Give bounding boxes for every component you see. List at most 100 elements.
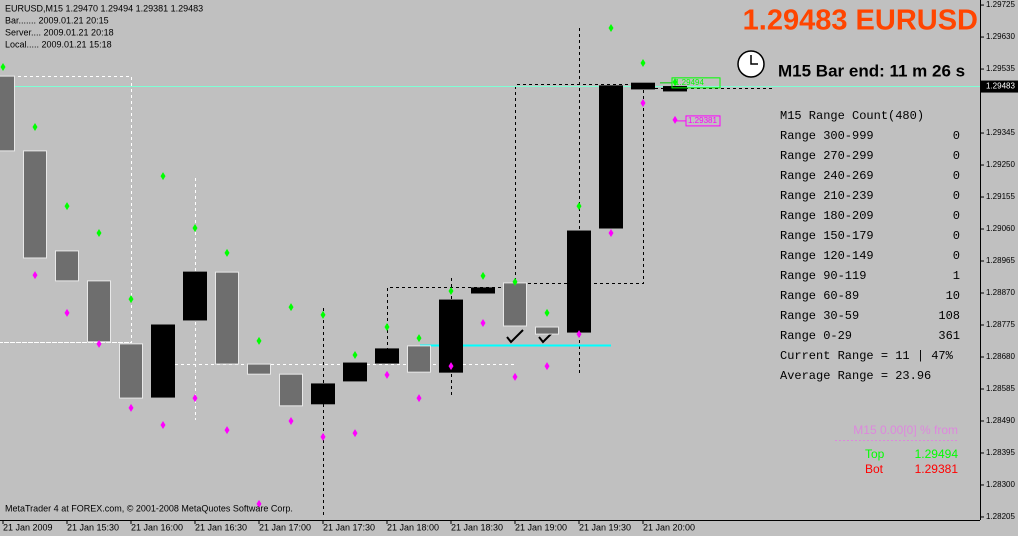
- bot-price-tag: 1.29381: [688, 116, 717, 125]
- up-marker: [640, 58, 646, 67]
- bear-candle: [279, 373, 303, 407]
- up-marker: [448, 286, 454, 295]
- bull-candle: [439, 299, 463, 373]
- bear-candle: [535, 326, 559, 335]
- up-marker: [672, 78, 678, 87]
- x-tick-label: 21 Jan 20:00: [643, 522, 695, 532]
- range-row-count: 10: [946, 289, 960, 303]
- bull-candle: [567, 230, 591, 333]
- bull-candle: [663, 86, 687, 92]
- down-marker: [608, 229, 614, 238]
- y-tick-label: 1.29725: [986, 0, 1015, 9]
- y-tick-label: 1.29630: [986, 32, 1015, 41]
- bar-end-timer: M15 Bar end: 11 m 26 s: [778, 61, 965, 80]
- y-tick-label: 1.28395: [986, 448, 1015, 457]
- x-tick-label: 21 Jan 19:30: [579, 522, 631, 532]
- up-marker: [160, 172, 166, 181]
- range-row-label: Range 120-149: [780, 249, 874, 263]
- range-panel: M15 Range Count(480) Current Range = 11 …: [780, 109, 960, 383]
- bear-candle: [503, 282, 527, 327]
- clock-icon: [737, 50, 765, 78]
- bull-candle: [343, 362, 367, 382]
- range-box: [387, 84, 644, 363]
- up-marker: [64, 202, 70, 211]
- bear-candle: [23, 150, 47, 259]
- down-marker: [256, 499, 262, 508]
- range-row-label: Range 90-119: [780, 269, 866, 283]
- down-marker: [384, 370, 390, 379]
- down-marker: [672, 115, 678, 124]
- bull-candle: [183, 271, 207, 321]
- down-marker: [544, 362, 550, 371]
- down-marker: [416, 394, 422, 403]
- x-tick-label: 21 Jan 19:00: [515, 522, 567, 532]
- footer: MetaTrader 4 at FOREX.com, © 2001-2008 M…: [5, 503, 293, 513]
- y-tick-label: 1.28205: [986, 512, 1015, 521]
- black-lines: [323, 28, 772, 515]
- price-title: 1.29483 EURUSD: [743, 5, 978, 37]
- top-label: Top: [865, 447, 885, 461]
- info-line: Local..... 2009.01.21 15:18: [5, 39, 112, 49]
- bot-label: Bot: [865, 462, 884, 476]
- down-marker: [640, 99, 646, 108]
- white-box: [0, 76, 132, 343]
- range-row-label: Range 240-269: [780, 169, 874, 183]
- up-marker: [128, 295, 134, 304]
- x-tick-label: 21 Jan 18:30: [451, 522, 503, 532]
- range-row-label: Range 270-299: [780, 149, 874, 163]
- y-tick-label: 1.28585: [986, 384, 1015, 393]
- up-marker: [0, 63, 6, 72]
- down-marker: [352, 429, 358, 438]
- range-row-count: 0: [953, 129, 960, 143]
- range-row-count: 361: [938, 329, 960, 343]
- down-marker: [320, 432, 326, 441]
- up-marker: [384, 323, 390, 332]
- info-line: Bar....... 2009.01.21 20:15: [5, 15, 109, 25]
- x-tick-label: 21 Jan 17:30: [323, 522, 375, 532]
- panel-title: M15 Range Count(480): [780, 109, 924, 123]
- x-tick-label: 21 Jan 2009: [3, 522, 53, 532]
- bull-candle: [151, 324, 175, 398]
- range-row-count: 0: [953, 209, 960, 223]
- down-marker: [448, 362, 454, 371]
- x-tick-label: 21 Jan 18:00: [387, 522, 439, 532]
- y-tick-label: 1.29155: [986, 192, 1015, 201]
- bear-candle: [247, 363, 271, 375]
- down-marker: [224, 426, 230, 435]
- top-price-box: [671, 77, 721, 89]
- down-marker: [128, 403, 134, 412]
- y-tick-label: 1.28870: [986, 288, 1015, 297]
- up-marker: [608, 23, 614, 32]
- bear-candle: [0, 75, 15, 152]
- info-line: Server.... 2009.01.21 20:18: [5, 27, 114, 37]
- top-value: 1.29494: [915, 447, 959, 461]
- top-price-tag: 1.29494: [675, 78, 704, 87]
- range-row-label: Range 210-239: [780, 189, 874, 203]
- average-range: Average Range = 23.96: [780, 369, 931, 383]
- range-row-count: 0: [953, 149, 960, 163]
- down-marker: [576, 330, 582, 339]
- down-marker: [512, 372, 518, 381]
- down-marker: [96, 339, 102, 348]
- y-tick-label: 1.29060: [986, 224, 1015, 233]
- bull-candle: [599, 85, 623, 229]
- current-price-box: [981, 80, 1018, 93]
- range-row-label: Range 300-999: [780, 129, 874, 143]
- y-tick-label: 1.28775: [986, 320, 1015, 329]
- range-row-count: 0: [953, 169, 960, 183]
- check: [506, 329, 524, 344]
- up-marker: [256, 336, 262, 345]
- up-marker: [32, 122, 38, 131]
- down-marker: [192, 394, 198, 403]
- bear-candle: [55, 250, 79, 282]
- down-marker: [160, 421, 166, 430]
- x-tick-label: 21 Jan 16:00: [131, 522, 183, 532]
- current-range: Current Range = 11 | 47%: [780, 349, 954, 363]
- symbol-header: EURUSD,M15 1.29470 1.29494 1.29381 1.294…: [5, 3, 203, 13]
- bear-candle: [407, 345, 431, 373]
- range-row-label: Range 30-59: [780, 309, 859, 323]
- down-marker: [32, 271, 38, 280]
- y-tick-label: 1.29345: [986, 128, 1015, 137]
- down-marker: [288, 416, 294, 425]
